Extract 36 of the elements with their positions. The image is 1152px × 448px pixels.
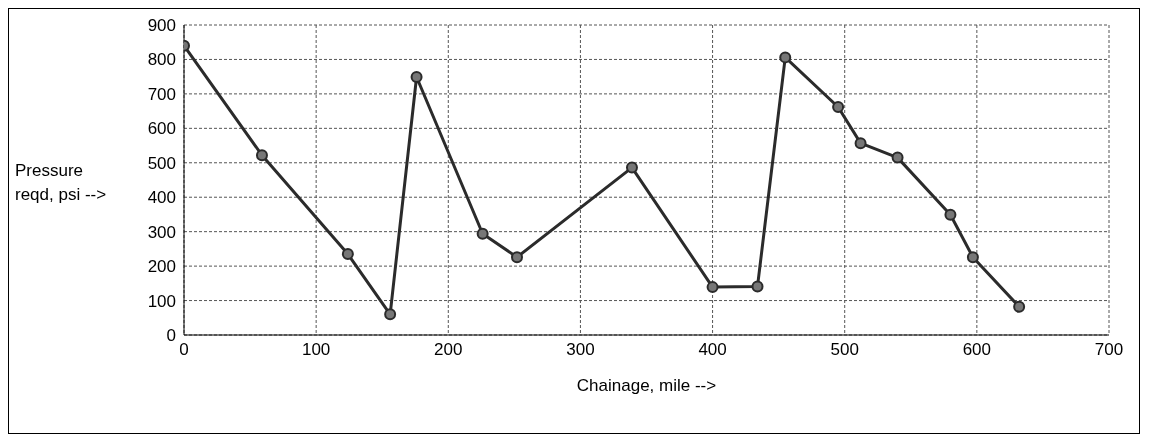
x-tick-label: 600	[962, 340, 992, 360]
x-axis-title: Chainage, mile -->	[576, 376, 717, 395]
y-tick-label: 800	[147, 50, 176, 70]
point	[384, 308, 397, 321]
y-axis-title: Pressure reqd, psi -->	[15, 160, 108, 206]
x-tick-label: 300	[566, 340, 595, 360]
point	[751, 280, 764, 293]
y-tick-label: 900	[147, 16, 176, 36]
y-tick-label: 400	[147, 188, 176, 208]
y-tick-label: 0	[166, 326, 176, 346]
point	[255, 149, 268, 162]
point	[944, 208, 957, 221]
x-tick-label: 400	[698, 340, 727, 360]
point	[511, 251, 523, 264]
point	[706, 281, 719, 294]
y-tick-label: 600	[147, 119, 176, 139]
x-tick-label: 0	[179, 340, 189, 360]
point	[625, 161, 638, 174]
point	[476, 227, 489, 240]
x-tick-label: 500	[830, 340, 859, 360]
point	[341, 248, 354, 261]
y-tick-label: 700	[147, 84, 176, 104]
y-tick-label: 500	[147, 153, 176, 173]
y-tick-label: 200	[147, 257, 176, 277]
point	[854, 137, 867, 150]
x-tick-label: 100	[301, 340, 331, 360]
y-tick-label: 100	[147, 291, 176, 311]
point	[832, 100, 845, 113]
x-tick-label: 700	[1094, 340, 1124, 360]
point	[1013, 300, 1026, 313]
point	[779, 51, 792, 64]
point	[410, 71, 423, 84]
point	[891, 151, 904, 164]
point	[966, 251, 979, 264]
x-tick-label: 200	[434, 340, 463, 360]
y-tick-label: 300	[147, 222, 176, 242]
